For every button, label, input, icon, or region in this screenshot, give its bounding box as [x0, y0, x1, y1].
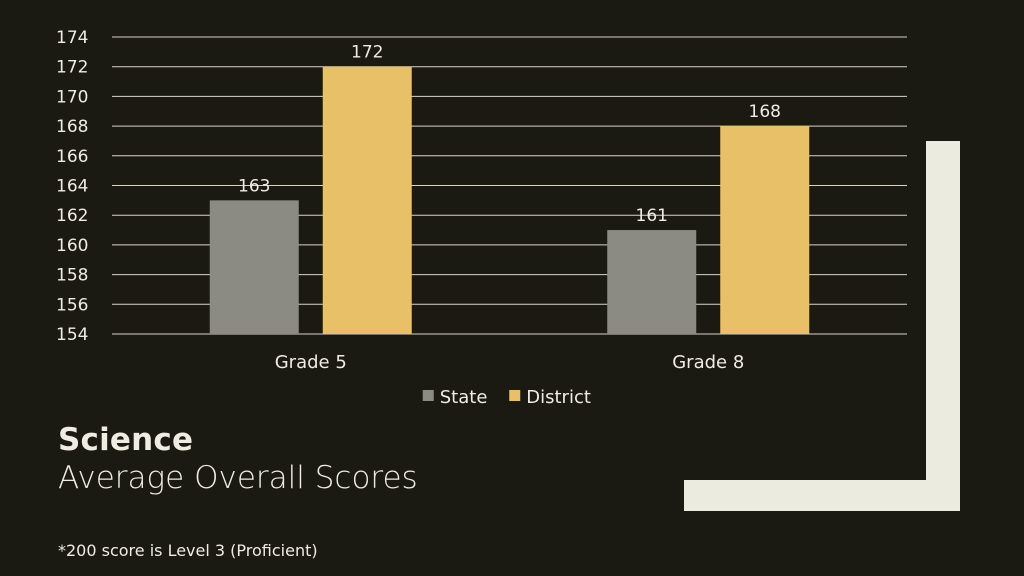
decorative-bracket-vertical: [926, 141, 960, 511]
y-tick-label: 162: [56, 206, 88, 226]
y-tick-label: 164: [56, 177, 88, 197]
bar-district: [322, 66, 412, 334]
legend-swatch-state: [422, 390, 434, 401]
decorative-bracket-horizontal: [684, 480, 960, 511]
bar-state: [209, 200, 299, 334]
legend-label: District: [526, 387, 591, 408]
bar-state: [607, 230, 697, 334]
heading-subtitle: Average Overall Scores: [58, 460, 418, 496]
y-tick-label: 160: [56, 236, 88, 256]
data-label: 168: [749, 102, 781, 122]
legend-label: State: [440, 387, 488, 408]
y-tick-label: 166: [56, 147, 88, 167]
footnote: *200 score is Level 3 (Proficient): [58, 541, 318, 560]
heading-title: Science: [58, 422, 194, 458]
bar-district: [720, 126, 810, 334]
y-tick-label: 154: [56, 325, 88, 345]
data-label: 163: [238, 176, 270, 196]
data-label: 161: [636, 206, 668, 226]
bar-chart: 154 156 158 160 162 164 166 168 170 172 174 163 172 G…: [56, 28, 907, 408]
data-label: 172: [351, 43, 383, 63]
legend-swatch-district: [509, 390, 521, 401]
y-tick-label: 174: [56, 28, 88, 48]
chart-heading: Science Average Overall Scores: [58, 422, 418, 496]
y-tick-label: 158: [56, 266, 88, 286]
x-tick-label: Grade 8: [672, 352, 744, 373]
y-tick-label: 156: [56, 295, 88, 315]
y-tick-label: 168: [56, 117, 88, 137]
x-tick-label: Grade 5: [275, 352, 347, 373]
y-tick-label: 172: [56, 58, 88, 78]
y-tick-label: 170: [56, 87, 88, 107]
